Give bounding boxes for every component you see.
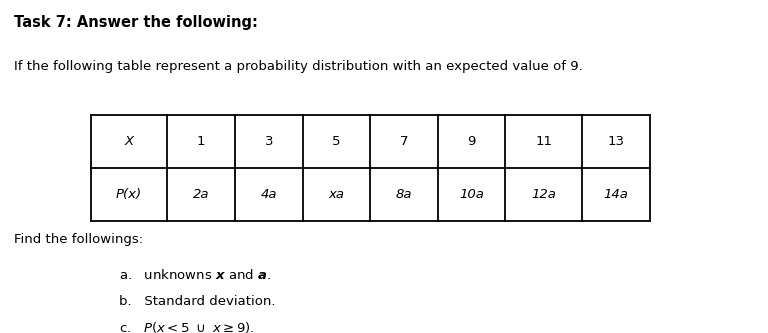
Point [645, 113, 654, 117]
Point [645, 219, 654, 223]
Text: xa: xa [329, 188, 344, 201]
Text: 11: 11 [535, 135, 552, 148]
Point [433, 113, 442, 117]
Text: c.   $P(x < 5\ \cup\ x \geq 9)$.: c. $P(x < 5\ \cup\ x \geq 9)$. [119, 320, 255, 333]
Point [645, 113, 654, 117]
Text: 7: 7 [399, 135, 409, 148]
Point [86, 113, 95, 117]
Text: 10a: 10a [459, 188, 484, 201]
Text: b.   Standard deviation.: b. Standard deviation. [119, 295, 276, 308]
Point [298, 219, 307, 223]
Point [163, 113, 172, 117]
Point [501, 113, 510, 117]
Point [645, 219, 654, 223]
Point [366, 113, 375, 117]
Point [86, 219, 95, 223]
Text: a.   unknowns $\boldsymbol{x}$ and $\boldsymbol{a}$.: a. unknowns $\boldsymbol{x}$ and $\bolds… [119, 268, 271, 282]
Text: If the following table represent a probability distribution with an expected val: If the following table represent a proba… [14, 60, 583, 73]
Point [230, 113, 240, 117]
Text: P(x): P(x) [116, 188, 142, 201]
Point [86, 113, 95, 117]
Text: 14a: 14a [604, 188, 628, 201]
Point [433, 219, 442, 223]
Point [645, 166, 654, 170]
Text: 3: 3 [264, 135, 273, 148]
Text: 8a: 8a [396, 188, 412, 201]
Text: 4a: 4a [260, 188, 277, 201]
Point [230, 219, 240, 223]
Text: X: X [124, 135, 134, 148]
Point [366, 219, 375, 223]
Point [86, 166, 95, 170]
Text: 13: 13 [607, 135, 624, 148]
Text: Task 7: Answer the following:: Task 7: Answer the following: [14, 15, 258, 30]
Text: 1: 1 [197, 135, 206, 148]
Text: 12a: 12a [531, 188, 556, 201]
Point [578, 219, 587, 223]
Point [501, 219, 510, 223]
Text: 2a: 2a [193, 188, 210, 201]
Text: 9: 9 [468, 135, 475, 148]
Point [163, 219, 172, 223]
Point [298, 113, 307, 117]
Point [578, 113, 587, 117]
Text: 5: 5 [332, 135, 341, 148]
Point [86, 219, 95, 223]
Text: Find the followings:: Find the followings: [14, 233, 143, 246]
